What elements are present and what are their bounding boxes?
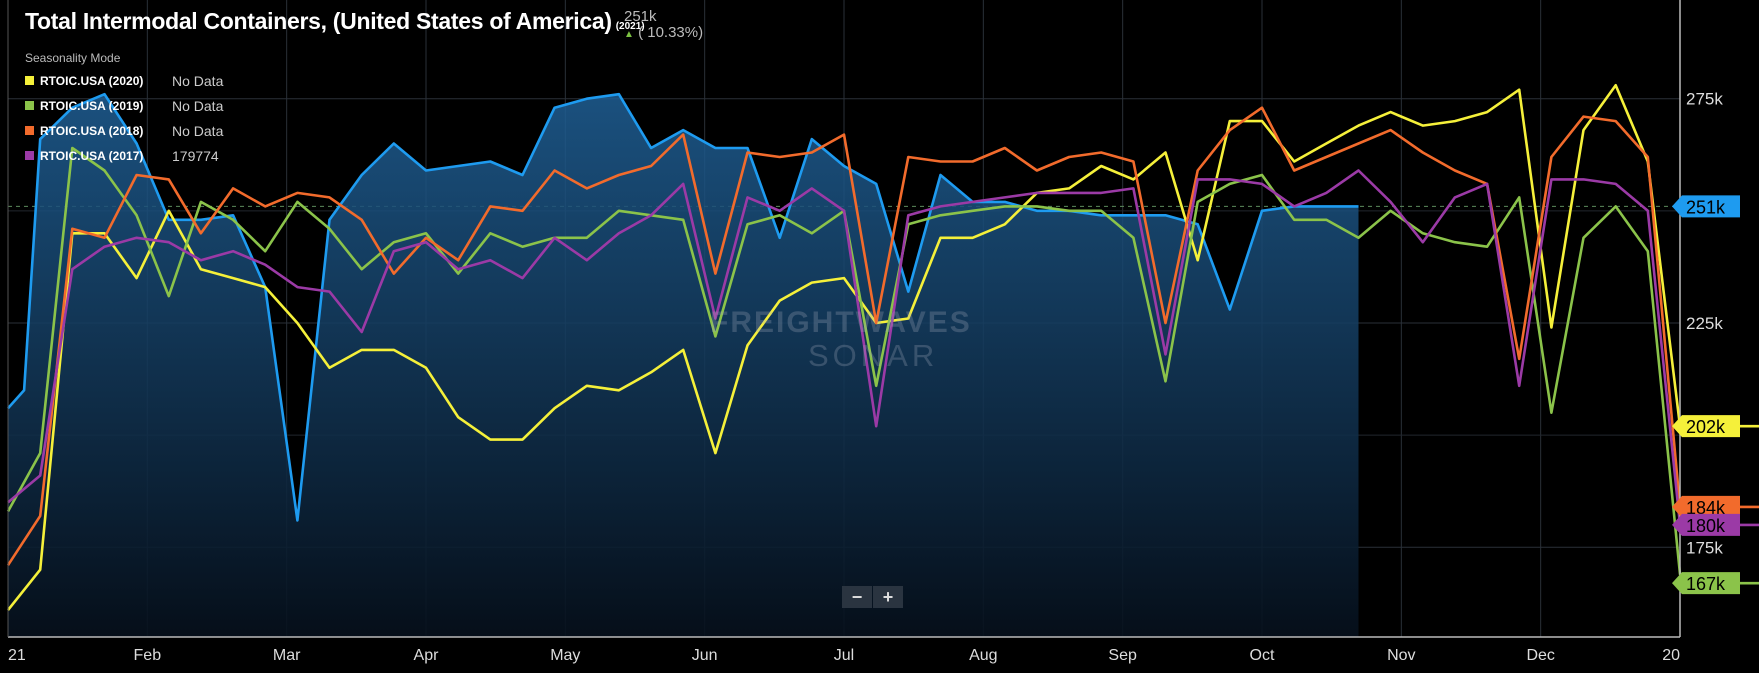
legend-series-value: No Data [172, 72, 224, 89]
series-end-tag-label: 184k [1686, 498, 1726, 518]
series-end-tag-shape [1672, 572, 1740, 595]
legend-swatch [25, 151, 34, 160]
series-end-tag: 202k [1672, 415, 1740, 438]
x-tick-label: Aug [969, 647, 997, 664]
x-tick-label: Jun [692, 647, 718, 664]
x-tick-label: Mar [273, 647, 301, 664]
legend-series-name: RTOIC.USA (2020) [40, 73, 144, 88]
legend-series-name: RTOIC.USA (2017) [40, 148, 144, 163]
series-line [6, 146, 1759, 585]
series-end-tag-shape [1672, 195, 1740, 218]
legend-item[interactable]: RTOIC.USA (2017) 179774 [25, 143, 223, 168]
series-end-tag: 251k [1672, 195, 1740, 218]
x-tick-label: Dec [1526, 647, 1554, 664]
legend-series-value: 179774 [172, 147, 219, 164]
legend-series-value: No Data [172, 97, 224, 114]
series-line [6, 106, 1759, 566]
x-tick-label: Jul [834, 647, 854, 664]
x-tick-label: Feb [134, 647, 162, 664]
series-line [7, 92, 1359, 522]
x-tick-label: Sep [1108, 647, 1137, 664]
y-tick-label: 175k [1686, 538, 1723, 557]
zoom-in-button[interactable]: + [873, 586, 903, 608]
change-percent: ▲ ( 10.33%) [624, 25, 703, 43]
x-tick-label: Oct [1250, 647, 1275, 664]
legend-swatch [25, 101, 34, 110]
y-tick-label: 225k [1686, 314, 1723, 333]
legend-series-name: RTOIC.USA (2018) [40, 123, 144, 138]
series-area-2021 [8, 94, 1359, 637]
legend-series-value: No Data [172, 122, 224, 139]
series-end-tag: 180k [1672, 513, 1740, 536]
series-end-tag-label: 167k [1686, 574, 1726, 594]
x-tick-label: Apr [414, 647, 440, 664]
series-line [7, 169, 1759, 527]
legend-item[interactable]: RTOIC.USA (2019) No Data [25, 93, 223, 118]
chart-lines [6, 83, 1759, 611]
zoom-controls: − + [842, 586, 904, 608]
legend-swatch [25, 126, 34, 135]
last-value: 251k [624, 8, 657, 25]
chart-title: Total Intermodal Containers, (United Sta… [25, 8, 612, 34]
series-end-tag-label: 251k [1686, 197, 1726, 217]
series-end-tag-shape [1672, 415, 1740, 438]
legend: RTOIC.USA (2020) No Data RTOIC.USA (2019)… [25, 68, 223, 168]
watermark-line1: FREIGHTWAVES [710, 306, 972, 339]
watermark-line2: SONAR [808, 338, 939, 373]
series-end-tag: 184k [1672, 495, 1740, 518]
series-end-tag-shape [1672, 513, 1740, 536]
chart-title-year: (2021) [615, 21, 645, 32]
legend-item[interactable]: RTOIC.USA (2018) No Data [25, 118, 223, 143]
series-end-tag-label: 180k [1686, 516, 1726, 536]
series-end-tag: 167k [1672, 572, 1740, 595]
series-end-tag-shape [1672, 495, 1740, 518]
x-tick-label: 20 [1662, 647, 1680, 664]
x-tick-label: Nov [1387, 647, 1415, 664]
seasonality-mode-label: Seasonality Mode [25, 51, 121, 65]
legend-item[interactable]: RTOIC.USA (2020) No Data [25, 68, 223, 93]
chart-header: Total Intermodal Containers, (United Sta… [25, 8, 645, 35]
x-tick-label: 21 [8, 647, 26, 664]
up-arrow-icon: ▲ [624, 29, 634, 40]
series-end-tag-label: 202k [1686, 417, 1726, 437]
x-tick-label: May [550, 647, 580, 664]
legend-swatch [25, 76, 34, 85]
y-tick-label: 275k [1686, 90, 1723, 109]
last-value-box: 251k ▲ ( 10.33%) [624, 9, 703, 43]
chart-area [8, 94, 1359, 637]
zoom-out-button[interactable]: − [842, 586, 872, 608]
change-percent-text: ( 10.33%) [638, 24, 704, 41]
legend-series-name: RTOIC.USA (2019) [40, 98, 144, 113]
